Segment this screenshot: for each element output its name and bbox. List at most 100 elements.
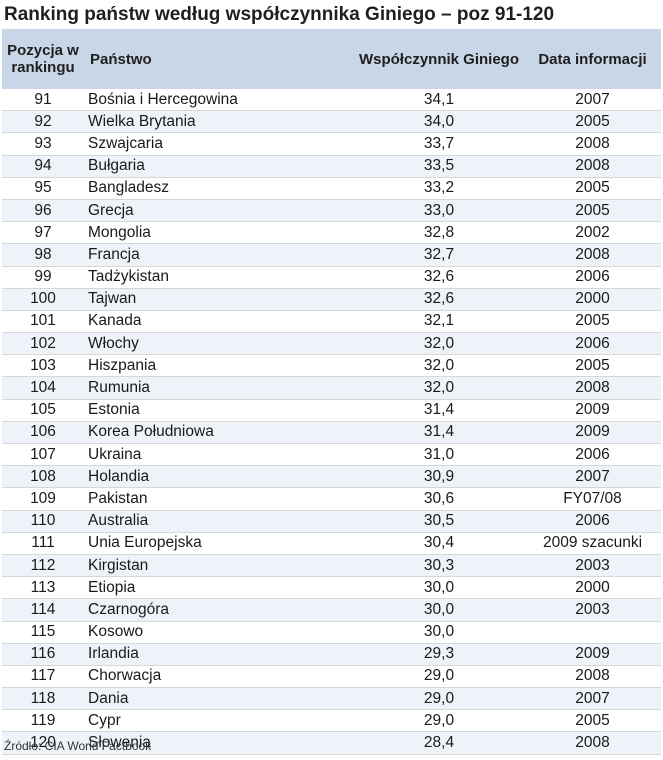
table-row: 95 Bangladesz 33,2 2005: [2, 177, 661, 200]
country-cell: Dania: [84, 687, 354, 711]
header-rank: Pozycja w rankingu: [2, 29, 84, 89]
table-row: 94 Bułgaria 33,5 2008: [2, 155, 661, 178]
gini-value-cell: 33,0: [354, 199, 524, 223]
table-row: 97 Mongolia 32,8 2002: [2, 221, 661, 245]
country-cell: Hiszpania: [84, 354, 354, 378]
rank-cell: 100: [2, 288, 84, 311]
table-row: 104 Rumunia 32,0 2008: [2, 376, 661, 400]
rank-cell: 113: [2, 576, 84, 600]
gini-value-cell: 30,9: [354, 465, 524, 489]
table-row: 96 Grecja 33,0 2005: [2, 199, 661, 223]
table-row: 114 Czarnogóra 30,0 2003: [2, 598, 661, 622]
table-row: 102 Włochy 32,0 2006: [2, 332, 661, 356]
rank-cell: 92: [2, 110, 84, 134]
country-cell: Pakistan: [84, 487, 354, 511]
country-cell: Bośnia i Hercegowina: [84, 89, 354, 112]
rank-cell: 111: [2, 532, 84, 555]
date-cell: 2006: [524, 510, 661, 533]
rank-cell: 104: [2, 376, 84, 400]
table-row: 100 Tajwan 32,6 2000: [2, 288, 661, 311]
date-cell: 2008: [524, 243, 661, 267]
header-gini-value: Współczynnik Giniego: [354, 29, 524, 89]
country-cell: Francja: [84, 243, 354, 267]
gini-value-cell: 32,7: [354, 243, 524, 267]
table-row: 110 Australia 30,5 2006: [2, 510, 661, 533]
country-cell: Kosowo: [84, 621, 354, 644]
table-row: 116 Irlandia 29,3 2009: [2, 643, 661, 666]
table-row: 107 Ukraina 31,0 2006: [2, 443, 661, 467]
date-cell: 2002: [524, 221, 661, 245]
rank-cell: 107: [2, 443, 84, 467]
date-cell: 2006: [524, 443, 661, 467]
gini-value-cell: 29,0: [354, 687, 524, 711]
table-row: 109 Pakistan 30,6 FY07/08: [2, 487, 661, 511]
gini-value-cell: 28,4: [354, 731, 524, 755]
rank-cell: 91: [2, 89, 84, 112]
country-cell: Chorwacja: [84, 665, 354, 689]
country-cell: Grecja: [84, 199, 354, 223]
rank-cell: 96: [2, 199, 84, 223]
country-cell: Tadżykistan: [84, 266, 354, 289]
header-country: Państwo: [84, 29, 354, 89]
table-row: 119 Cypr 29,0 2005: [2, 709, 661, 733]
gini-value-cell: 30,3: [354, 554, 524, 578]
date-cell: 2005: [524, 199, 661, 223]
country-cell: Kirgistan: [84, 554, 354, 578]
gini-value-cell: 31,4: [354, 399, 524, 422]
gini-value-cell: 30,4: [354, 532, 524, 555]
date-cell: 2007: [524, 687, 661, 711]
gini-value-cell: 30,0: [354, 598, 524, 622]
country-cell: Etiopia: [84, 576, 354, 600]
gini-value-cell: 32,0: [354, 376, 524, 400]
table-body: 91 Bośnia i Hercegowina 34,1 2007 92 Wielka B…: [2, 89, 661, 755]
gini-value-cell: 33,5: [354, 155, 524, 178]
date-cell: 2006: [524, 266, 661, 289]
rank-cell: 97: [2, 221, 84, 245]
table-row: 99 Tadżykistan 32,6 2006: [2, 266, 661, 289]
rank-cell: 112: [2, 554, 84, 578]
gini-value-cell: 32,6: [354, 288, 524, 311]
table-row: 113 Etiopia 30,0 2000: [2, 576, 661, 600]
date-cell: 2007: [524, 89, 661, 112]
table-row: 112 Kirgistan 30,3 2003: [2, 554, 661, 578]
date-cell: 2008: [524, 731, 661, 755]
rank-cell: 99: [2, 266, 84, 289]
date-cell: 2008: [524, 155, 661, 178]
country-cell: Mongolia: [84, 221, 354, 245]
date-cell: 2008: [524, 376, 661, 400]
gini-value-cell: 34,1: [354, 89, 524, 112]
country-cell: Ukraina: [84, 443, 354, 467]
gini-value-cell: 29,0: [354, 709, 524, 733]
rank-cell: 117: [2, 665, 84, 689]
rank-cell: 119: [2, 709, 84, 733]
rank-cell: 109: [2, 487, 84, 511]
rank-cell: 93: [2, 132, 84, 156]
date-cell: FY07/08: [524, 487, 661, 511]
rank-cell: 115: [2, 621, 84, 644]
table-row: 118 Dania 29,0 2007: [2, 687, 661, 711]
table-row: 98 Francja 32,7 2008: [2, 243, 661, 267]
date-cell: 2009: [524, 399, 661, 422]
country-cell: Rumunia: [84, 376, 354, 400]
gini-value-cell: 31,4: [354, 421, 524, 445]
table-row: 120 Słowenia 28,4 2008: [2, 731, 661, 755]
country-cell: Holandia: [84, 465, 354, 489]
gini-value-cell: 32,0: [354, 332, 524, 356]
rank-cell: 116: [2, 643, 84, 666]
gini-value-cell: 32,0: [354, 354, 524, 378]
rank-cell: 118: [2, 687, 84, 711]
table-header-row: Pozycja w rankingu Państwo Współczynnik …: [2, 29, 661, 89]
table-row: 93 Szwajcaria 33,7 2008: [2, 132, 661, 156]
date-cell: 2006: [524, 332, 661, 356]
rank-cell: 108: [2, 465, 84, 489]
country-cell: Unia Europejska: [84, 532, 354, 555]
table-row: 106 Korea Południowa 31,4 2009: [2, 421, 661, 445]
table-row: 92 Wielka Brytania 34,0 2005: [2, 110, 661, 134]
country-cell: Czarnogóra: [84, 598, 354, 622]
gini-value-cell: 31,0: [354, 443, 524, 467]
rank-cell: 101: [2, 310, 84, 334]
gini-ranking-table: Pozycja w rankingu Państwo Współczynnik …: [2, 29, 661, 755]
country-cell: Cypr: [84, 709, 354, 733]
gini-value-cell: 30,6: [354, 487, 524, 511]
rank-cell: 103: [2, 354, 84, 378]
